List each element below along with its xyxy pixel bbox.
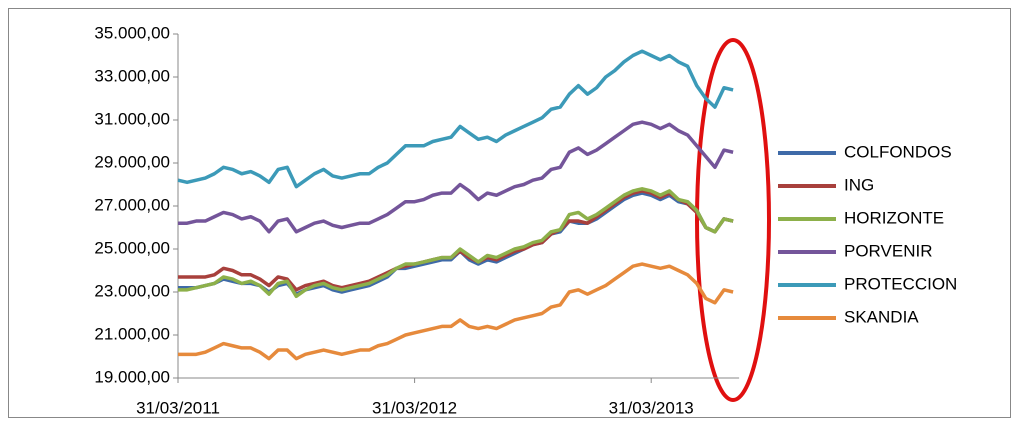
y-tick-label: 35.000,00 [94, 23, 170, 42]
y-tick-label: 21.000,00 [94, 324, 170, 343]
legend-label: PROTECCION [844, 274, 957, 293]
y-tick-label: 27.000,00 [94, 195, 170, 214]
x-tick-label: 31/03/2011 [136, 398, 220, 417]
y-tick-label: 33.000,00 [94, 66, 170, 85]
legend-label: PORVENIR [844, 241, 933, 260]
y-tick-label: 19.000,00 [94, 367, 170, 386]
legend-label: HORIZONTE [844, 208, 944, 227]
y-tick-label: 25.000,00 [94, 238, 170, 257]
series-line [177, 49, 734, 189]
y-tick-label: 23.000,00 [94, 281, 170, 300]
series-line [178, 262, 734, 361]
series-line [178, 187, 734, 299]
series-line [178, 120, 734, 234]
highlight-ellipse [695, 38, 771, 402]
y-tick-label: 31.000,00 [94, 109, 170, 128]
legend-label: COLFONDOS [844, 142, 952, 161]
x-tick-label: 31/03/2013 [609, 398, 694, 417]
x-tick-label: 31/03/2012 [372, 398, 457, 417]
legend-label: SKANDIA [844, 307, 919, 326]
legend-label: ING [844, 175, 874, 194]
y-tick-label: 29.000,00 [94, 152, 170, 171]
